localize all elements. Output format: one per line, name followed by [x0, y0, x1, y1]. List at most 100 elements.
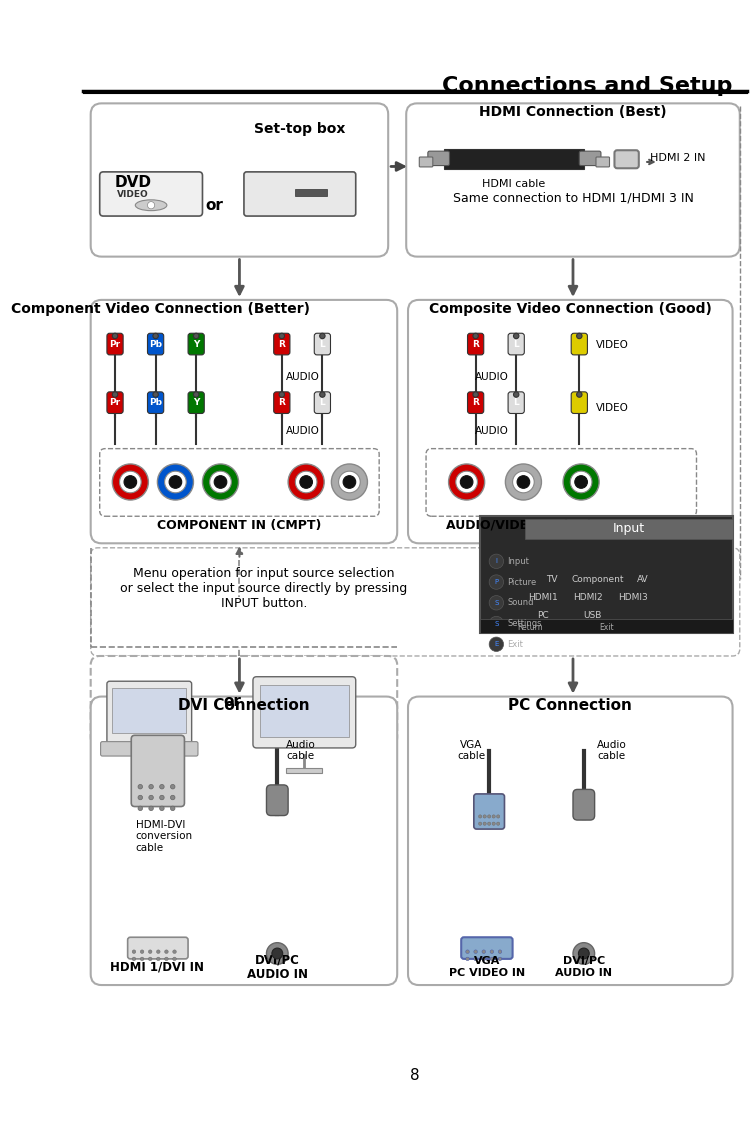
Circle shape — [153, 392, 158, 397]
FancyBboxPatch shape — [426, 448, 696, 516]
Text: R: R — [472, 340, 479, 349]
Circle shape — [479, 814, 482, 818]
Circle shape — [575, 476, 587, 489]
Text: Picture: Picture — [507, 578, 537, 586]
Bar — [480, 619, 733, 633]
Circle shape — [490, 957, 494, 961]
Circle shape — [170, 785, 175, 789]
FancyBboxPatch shape — [188, 392, 204, 413]
Text: Component: Component — [571, 575, 624, 584]
Text: AUDIO: AUDIO — [286, 372, 320, 382]
Text: HDMI 1/DVI IN: HDMI 1/DVI IN — [110, 960, 204, 974]
Text: AUDIO: AUDIO — [475, 372, 509, 382]
FancyBboxPatch shape — [408, 299, 733, 544]
FancyBboxPatch shape — [91, 556, 442, 647]
Circle shape — [172, 950, 176, 953]
Text: or: or — [206, 197, 223, 212]
Text: Pr: Pr — [110, 398, 121, 407]
FancyBboxPatch shape — [461, 937, 513, 959]
Text: Menu operation for input source selection
or select the input source directly by: Menu operation for input source selectio… — [120, 567, 407, 610]
Text: HDMI2: HDMI2 — [574, 593, 603, 602]
Circle shape — [119, 471, 141, 493]
Circle shape — [138, 785, 143, 789]
Circle shape — [272, 949, 283, 959]
FancyBboxPatch shape — [508, 392, 525, 413]
Text: Pr: Pr — [110, 340, 121, 349]
Bar — [525, 518, 733, 539]
Circle shape — [570, 471, 592, 493]
Circle shape — [488, 814, 491, 818]
FancyBboxPatch shape — [91, 696, 397, 985]
Text: AUDIO/VIDEO IN (AV): AUDIO/VIDEO IN (AV) — [445, 518, 592, 532]
Circle shape — [473, 334, 479, 338]
FancyBboxPatch shape — [100, 172, 203, 216]
Text: 8: 8 — [411, 1068, 420, 1083]
Circle shape — [203, 465, 239, 500]
Text: P: P — [494, 579, 498, 585]
Circle shape — [489, 575, 503, 590]
Text: DVI/PC
AUDIO IN: DVI/PC AUDIO IN — [556, 957, 612, 977]
Circle shape — [170, 795, 175, 799]
Text: VIDEO: VIDEO — [596, 340, 628, 350]
Text: L: L — [320, 398, 325, 407]
Text: Input: Input — [507, 556, 529, 565]
Circle shape — [482, 950, 485, 953]
Text: VGA
PC VIDEO IN: VGA PC VIDEO IN — [449, 957, 525, 977]
Text: Y: Y — [193, 340, 200, 349]
Circle shape — [482, 957, 485, 961]
Circle shape — [517, 476, 530, 489]
FancyBboxPatch shape — [91, 548, 740, 656]
Text: AUDIO: AUDIO — [286, 426, 320, 436]
FancyBboxPatch shape — [408, 696, 733, 985]
FancyBboxPatch shape — [615, 150, 639, 169]
Circle shape — [563, 465, 600, 500]
FancyBboxPatch shape — [147, 334, 164, 354]
Circle shape — [483, 814, 486, 818]
FancyBboxPatch shape — [91, 299, 397, 544]
Bar — [113, 687, 186, 733]
Circle shape — [513, 471, 534, 493]
Circle shape — [132, 950, 136, 953]
Circle shape — [148, 950, 152, 953]
Circle shape — [209, 471, 231, 493]
Circle shape — [578, 949, 589, 959]
Circle shape — [320, 392, 325, 397]
FancyBboxPatch shape — [147, 392, 164, 413]
Text: PC Connection: PC Connection — [508, 699, 632, 713]
Text: PC: PC — [538, 611, 549, 619]
Circle shape — [149, 806, 153, 811]
FancyBboxPatch shape — [314, 392, 330, 413]
Circle shape — [513, 334, 519, 338]
Circle shape — [577, 392, 582, 397]
FancyBboxPatch shape — [467, 334, 484, 354]
Text: TV: TV — [547, 575, 558, 584]
Bar — [480, 516, 733, 633]
Text: Connections and Setup: Connections and Setup — [442, 77, 733, 96]
FancyBboxPatch shape — [573, 789, 595, 820]
FancyBboxPatch shape — [274, 334, 290, 354]
Text: Audio
cable: Audio cable — [597, 740, 627, 762]
Text: L: L — [513, 340, 519, 349]
Text: Return: Return — [517, 623, 543, 632]
Text: Exit: Exit — [507, 640, 523, 649]
Circle shape — [339, 471, 361, 493]
Text: or: or — [223, 694, 241, 709]
Circle shape — [149, 795, 153, 799]
Text: Settings: Settings — [507, 619, 542, 629]
FancyBboxPatch shape — [132, 735, 184, 806]
Circle shape — [497, 822, 500, 826]
Circle shape — [169, 476, 181, 489]
Text: Y: Y — [193, 398, 200, 407]
FancyBboxPatch shape — [508, 334, 525, 354]
Circle shape — [488, 822, 491, 826]
Circle shape — [266, 943, 288, 965]
Circle shape — [498, 957, 502, 961]
FancyBboxPatch shape — [128, 937, 188, 959]
Text: VGA
cable: VGA cable — [457, 740, 485, 762]
FancyBboxPatch shape — [253, 677, 356, 748]
Circle shape — [194, 392, 199, 397]
FancyBboxPatch shape — [91, 103, 388, 257]
FancyBboxPatch shape — [100, 448, 380, 516]
Circle shape — [113, 392, 118, 397]
Circle shape — [153, 334, 158, 338]
